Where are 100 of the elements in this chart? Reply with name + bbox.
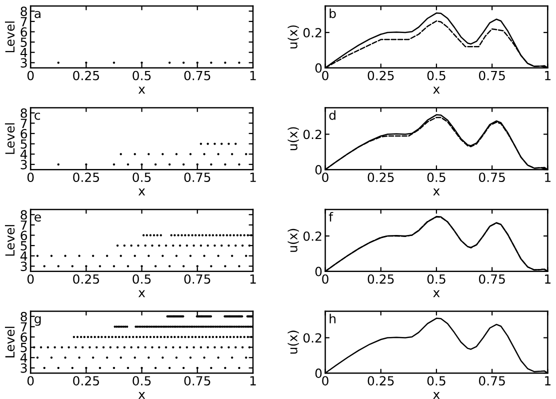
y-tick-label: 0.2 [303, 28, 322, 38]
x-tick-label: 0.25 [368, 172, 394, 182]
y-tick-label: 0 [315, 63, 322, 73]
point [112, 163, 116, 166]
point [80, 336, 82, 338]
y-tick-label: 5 [20, 342, 27, 352]
y-tick-label: 4 [20, 48, 28, 58]
x-tick-label: 0.5 [132, 274, 151, 284]
point [204, 336, 208, 338]
point [168, 366, 171, 370]
y-tick-label: 8 [20, 312, 27, 322]
x-tick-label: 1 [545, 376, 550, 386]
annotation: f [328, 212, 334, 222]
point [154, 366, 157, 370]
x-tick-label: 0.25 [368, 274, 394, 284]
y-tick-label: 5 [20, 38, 27, 47]
x-axis-title: x [433, 290, 440, 298]
point [226, 336, 228, 338]
y-tick-label: 0 [315, 368, 322, 378]
annotation: b [330, 8, 336, 18]
annotation: d [329, 110, 336, 120]
x-tick-label: 1 [545, 172, 550, 182]
point [160, 336, 162, 338]
y-tick-label: 5 [20, 241, 27, 250]
x-tick-label: 0.25 [73, 274, 100, 284]
x-tick-label: 0.25 [73, 70, 100, 80]
x-tick-label: 0 [322, 172, 328, 182]
annotation: g [34, 316, 41, 326]
x-tick-label: 1 [545, 70, 550, 80]
x-axis-title: x [138, 392, 146, 399]
y-tick-label: 4 [20, 150, 28, 159]
y-tick-label: 3 [20, 58, 27, 68]
y-axis-title: Level [4, 22, 15, 52]
y-axis-title: u(x) [288, 25, 299, 48]
x-tick-label: 0 [27, 70, 34, 80]
y-tick-label: 6 [20, 332, 28, 342]
y-tick-label: 0.2 [303, 130, 322, 140]
x-tick-label: 0.5 [132, 376, 151, 386]
point [168, 163, 171, 166]
y-tick-label: 5 [20, 139, 27, 149]
x-axis-title: x [138, 188, 146, 196]
point [154, 163, 157, 166]
x-tick-label: 0.5 [427, 274, 446, 284]
annotation: e [34, 214, 41, 222]
x-tick-label: 0.5 [427, 376, 446, 386]
x-tick-label: 0 [27, 172, 34, 182]
y-tick-label: 0 [315, 266, 322, 276]
point [152, 336, 156, 338]
point [215, 336, 218, 338]
annotation: h [330, 314, 336, 324]
y-axis-title: Level [4, 326, 15, 358]
y-axis-title: u(x) [288, 330, 299, 354]
point [112, 366, 116, 370]
y-tick-label: 8 [20, 210, 27, 220]
y-tick-label: 0.2 [303, 231, 322, 241]
y-tick-label: 4 [20, 353, 28, 362]
point [182, 366, 185, 370]
x-tick-label: 0.75 [184, 172, 210, 182]
x-tick-label: 0.75 [478, 376, 505, 386]
x-tick-label: 0 [322, 70, 328, 80]
point [163, 336, 166, 338]
y-tick-label: 3 [20, 363, 27, 373]
x-tick-label: 0.75 [478, 70, 505, 80]
x-tick-label: 1 [545, 274, 550, 284]
x-tick-label: 1 [250, 376, 256, 386]
point [149, 336, 152, 338]
y-axis-title: u(x) [288, 127, 299, 150]
point [236, 336, 239, 338]
point [72, 336, 76, 338]
x-tick-label: 0.5 [132, 172, 151, 182]
y-tick-label: 7 [20, 17, 27, 26]
y-tick-label: 6 [20, 128, 28, 138]
x-axis-title: x [433, 188, 440, 196]
y-axis-title: u(x) [288, 228, 299, 252]
x-tick-label: 0.25 [368, 70, 394, 80]
y-tick-label: 0.2 [303, 333, 322, 343]
x-tick-label: 0.75 [184, 274, 210, 284]
point [212, 336, 214, 338]
x-axis-title: x [138, 290, 146, 298]
point [118, 336, 120, 338]
x-tick-label: 0.5 [427, 70, 446, 80]
point [98, 366, 102, 370]
x-tick-label: 0.5 [132, 70, 151, 80]
y-tick-label: 0 [315, 165, 322, 174]
x-tick-label: 0.75 [184, 376, 210, 386]
y-tick-label: 7 [20, 220, 27, 230]
x-tick-label: 0.5 [427, 172, 446, 182]
y-tick-label: 8 [20, 6, 27, 16]
y-tick-label: 4 [20, 251, 28, 261]
x-axis-title: x [138, 86, 146, 94]
x-axis-title: x [433, 392, 440, 399]
x-tick-label: 0.25 [368, 376, 394, 386]
point [76, 336, 79, 338]
x-tick-label: 0.25 [73, 172, 100, 182]
point [182, 163, 185, 166]
y-tick-label: 7 [20, 322, 27, 332]
point [86, 336, 90, 338]
x-tick-label: 0.75 [184, 70, 210, 80]
x-tick-label: 0.25 [73, 376, 100, 386]
point [128, 336, 131, 338]
